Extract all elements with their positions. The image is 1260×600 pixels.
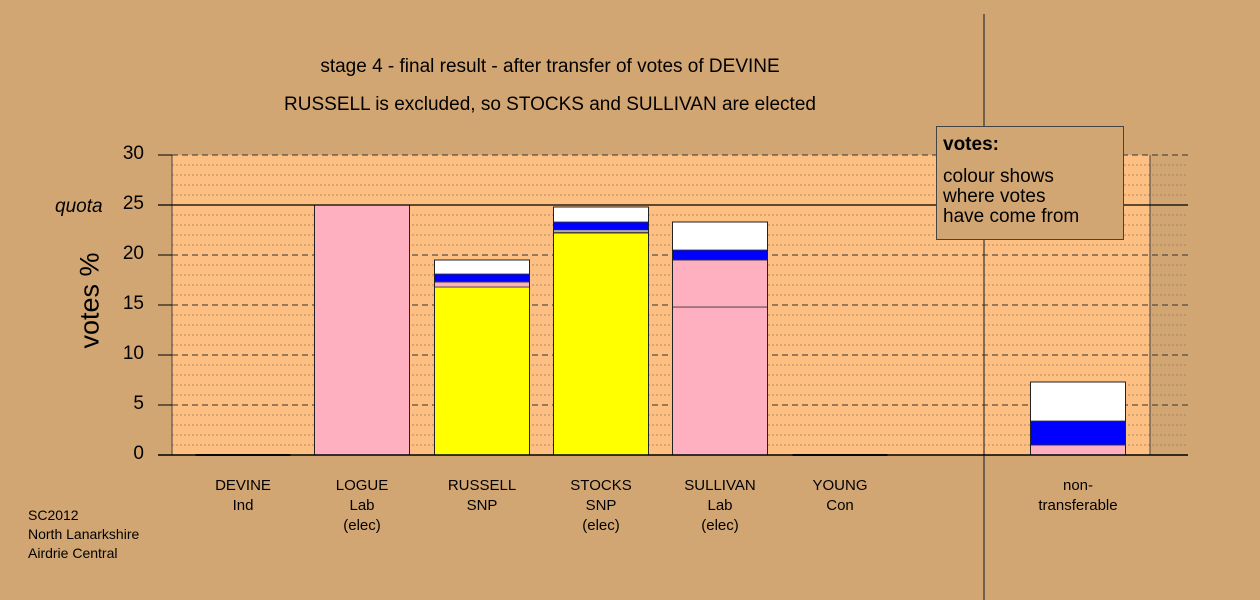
quota-label: quota (55, 196, 103, 217)
category-label-line: (elec) (582, 517, 620, 534)
bar-segment (314, 204, 410, 456)
category-label-line: SULLIVAN (684, 477, 756, 494)
category-label: LOGUE Lab (elec) (292, 476, 432, 536)
category-label-line: RUSSELL (447, 477, 517, 494)
bar-segment (672, 221, 768, 251)
y-tick-label: 10 (122, 343, 144, 364)
category-label: SULLIVAN Lab (elec) (650, 476, 790, 536)
source-line: Airdrie Central (28, 545, 118, 561)
source-line: North Lanarkshire (28, 526, 140, 542)
y-tick-label: 30 (122, 143, 144, 164)
bar-segment (672, 259, 768, 308)
bar-segment (434, 281, 530, 288)
category-label-line: YOUNG (812, 477, 868, 494)
bar-segment (672, 306, 768, 456)
chart-title: stage 4 - final result - after transfer … (320, 56, 780, 77)
y-tick-label: 25 (122, 193, 144, 214)
bar-segment (553, 206, 649, 223)
category-label-line: Lab (349, 497, 375, 514)
category-label-line: Ind (232, 497, 254, 514)
category-label-line: STOCKS (570, 477, 632, 494)
bar-segment (1030, 444, 1126, 456)
category-label: STOCKS SNP (elec) (531, 476, 671, 536)
y-tick-label: 15 (122, 293, 144, 314)
category-label-line: SNP (585, 497, 617, 514)
bar-segment (434, 259, 530, 275)
category-label: non-transferable (1008, 476, 1148, 516)
category-label-line: DEVINE (215, 477, 271, 494)
category-label: RUSSELL SNP (412, 476, 552, 516)
category-label-line: SNP (466, 497, 498, 514)
source-line: SC2012 (28, 507, 79, 523)
legend-line: have come from (943, 206, 1080, 227)
source-note: SC2012 North Lanarkshire Airdrie Central (28, 506, 139, 563)
y-tick-label: 5 (133, 393, 144, 414)
chart-subtitle: RUSSELL is excluded, so STOCKS and SULLI… (284, 94, 816, 115)
bar-segment (553, 232, 649, 456)
legend: votes: colour shows where votes have com… (936, 126, 1124, 240)
category-label-line: Con (826, 497, 854, 514)
legend-line: where votes (943, 186, 1046, 207)
category-label-line: Lab (707, 497, 733, 514)
category-label-line: transferable (1038, 497, 1118, 514)
bar-segment (672, 249, 768, 261)
category-label-line: non- (1062, 477, 1094, 494)
category-label-line: LOGUE (335, 477, 389, 494)
legend-line: colour shows (943, 166, 1054, 187)
category-label: DEVINE Ind (173, 476, 313, 516)
category-label: YOUNG Con (770, 476, 910, 516)
bar-segment (1030, 381, 1126, 422)
y-tick-label: 20 (122, 243, 144, 264)
bar-segment (553, 221, 649, 231)
bar-segment (434, 273, 530, 282)
legend-title: votes: (943, 134, 999, 155)
y-axis-label: votes % (74, 252, 105, 349)
category-label-line: (elec) (701, 517, 739, 534)
bar-segment (434, 286, 530, 456)
bar-segment (1030, 420, 1126, 446)
category-label-line: (elec) (343, 517, 381, 534)
y-tick-label: 0 (133, 443, 144, 464)
